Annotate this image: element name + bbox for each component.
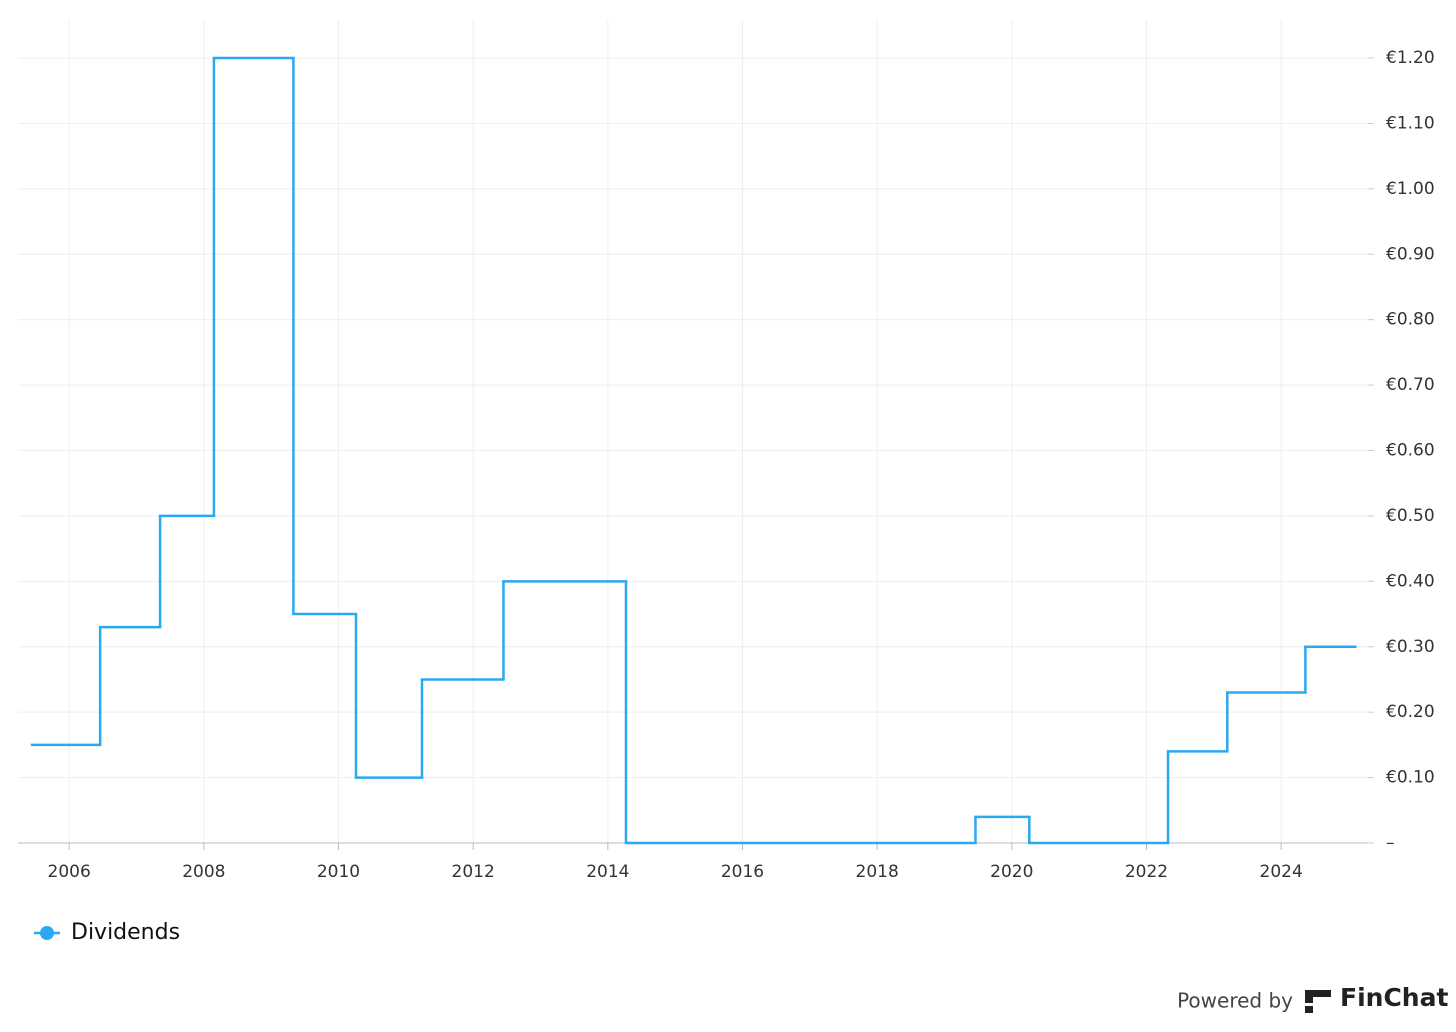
y-tick-label: €1.10 <box>1386 113 1435 133</box>
x-tick-label: 2006 <box>48 862 91 882</box>
y-tick-label: €1.00 <box>1386 179 1435 199</box>
x-tick-label: 2014 <box>586 862 629 882</box>
y-tick-label: €0.30 <box>1386 637 1435 657</box>
x-tick-label: 2022 <box>1125 862 1168 882</box>
y-tick-label: – <box>1386 833 1395 853</box>
y-tick-label: €0.50 <box>1386 506 1435 526</box>
y-tick-label: €0.40 <box>1386 571 1435 591</box>
x-tick-label: 2008 <box>182 862 225 882</box>
legend-label: Dividends <box>71 920 180 945</box>
x-tick-label: 2018 <box>856 862 899 882</box>
y-tick-label: €0.60 <box>1386 441 1435 461</box>
brand-logo <box>1305 990 1331 1013</box>
y-tick-label: €0.10 <box>1386 768 1435 788</box>
attribution: Powered by FinChat <box>1177 983 1448 1013</box>
attribution-brand: FinChat <box>1340 983 1448 1012</box>
y-tick-label: €0.80 <box>1386 310 1435 330</box>
x-tick-label: 2012 <box>452 862 495 882</box>
y-tick-label: €0.20 <box>1386 702 1435 722</box>
y-tick-label: €1.20 <box>1386 48 1435 68</box>
x-tick-label: 2020 <box>990 862 1033 882</box>
y-tick-label: €0.90 <box>1386 244 1435 264</box>
x-tick-label: 2010 <box>317 862 360 882</box>
x-tick-label: 2016 <box>721 862 764 882</box>
attribution-prefix: Powered by <box>1177 989 1293 1013</box>
legend-marker <box>40 926 54 940</box>
x-tick-label: 2024 <box>1260 862 1303 882</box>
y-tick-label: €0.70 <box>1386 375 1435 395</box>
